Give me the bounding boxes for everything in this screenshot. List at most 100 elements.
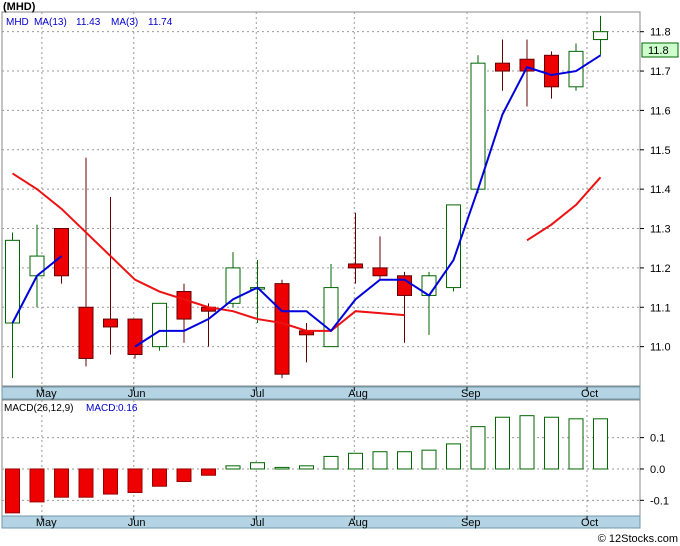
macd-bar-positive — [593, 418, 608, 470]
macd-x-tick-label: Jun — [128, 517, 146, 529]
legend-ma13-label: MA(13) — [34, 17, 67, 28]
macd-bar-positive — [250, 462, 265, 470]
candle — [29, 224, 45, 308]
price-y-tick-label: 11.2 — [650, 263, 671, 275]
price-y-tick-label: 11.5 — [650, 145, 671, 157]
macd-bar-negative — [78, 468, 94, 498]
candle — [78, 157, 94, 367]
last-price-badge-box — [641, 42, 679, 58]
candle — [274, 279, 290, 379]
macd-bar-positive — [519, 415, 535, 470]
candle-body-down — [348, 263, 363, 269]
candle — [127, 318, 143, 359]
candle-body-up — [225, 267, 241, 304]
macd-y-tick-label: -0.1 — [650, 495, 669, 507]
macd-bar-negative — [103, 468, 118, 495]
ma3-line — [11, 255, 63, 324]
macd-bar-positive — [225, 465, 241, 470]
candle-body-down — [274, 283, 290, 375]
candle — [446, 204, 461, 292]
price-y-tick-label: 11.3 — [650, 224, 671, 236]
macd-bar-positive — [421, 449, 437, 470]
last-price-badge: 11.8 — [641, 42, 679, 58]
macd-bar-positive — [470, 426, 486, 470]
macd-x-tick-label: Jul — [250, 517, 264, 529]
candle — [568, 43, 584, 91]
legend-symbol: MHD — [6, 17, 29, 28]
price-x-tick-label: Jul — [250, 388, 264, 400]
price-x-tick-label: Aug — [348, 388, 368, 400]
macd-x-axis: May Jun Jul Aug Sep Oct — [36, 516, 598, 529]
moving-average-lines — [11, 54, 602, 348]
macd-bar-positive — [568, 418, 584, 470]
candle — [152, 302, 167, 351]
macd-bar-positive — [495, 416, 510, 470]
candle-body-up — [568, 50, 584, 88]
macd-bar-positive — [397, 451, 412, 470]
macd-bar-negative — [29, 468, 45, 503]
candle — [593, 15, 608, 56]
price-y-tick-label: 11.0 — [650, 342, 671, 354]
legend-ma3-label: MA(3) — [111, 17, 138, 28]
macd-y-tick-label: 0.1 — [650, 433, 665, 445]
macd-value-label: MACD: — [86, 403, 118, 414]
macd-bar-negative — [127, 468, 143, 493]
macd-histogram — [5, 415, 608, 514]
price-y-tick-label: 11.1 — [650, 302, 671, 314]
candle-body-down — [176, 291, 192, 320]
candle — [103, 197, 118, 355]
ma13-line — [526, 176, 602, 242]
candle-body-down — [103, 318, 118, 328]
macd-x-axis-band — [1, 515, 641, 529]
candle — [495, 39, 510, 91]
candle-body-down — [495, 62, 510, 72]
candle-body-down — [54, 228, 69, 277]
candle-body-up — [152, 302, 167, 348]
legend-ma3-value: 11.74 — [148, 17, 173, 28]
candle-body-down — [78, 306, 94, 359]
macd-panel: 0.1 0.0 -0.1 MACD(26,12,9) MACD: 0.16 — [1, 399, 669, 517]
ma13-line — [11, 172, 405, 332]
macd-bar-positive — [274, 466, 290, 470]
price-x-tick-label: Jun — [128, 388, 146, 400]
candle — [225, 252, 241, 308]
price-x-tick-label: May — [36, 388, 57, 400]
price-y-tick-label: 11.7 — [650, 66, 671, 78]
candle-body-down — [544, 54, 559, 88]
macd-bar-positive — [348, 452, 363, 470]
candle-body-down — [372, 267, 388, 277]
macd-bar-positive — [299, 465, 314, 470]
candle-body-up — [593, 31, 608, 41]
legend-ma13-value: 11.43 — [76, 17, 101, 28]
macd-bar-negative — [5, 468, 20, 514]
candle-body-down — [519, 58, 535, 72]
price-y-axis: 11.0 11.1 11.2 11.3 11.4 11.5 11.6 11.7 11.8 — [640, 27, 671, 354]
chart-title: (MHD) — [3, 1, 36, 13]
candle-body-up — [5, 239, 20, 324]
macd-bar-negative — [176, 468, 192, 483]
macd-bar-negative — [201, 468, 216, 476]
candle — [519, 39, 535, 107]
macd-bar-negative — [54, 468, 69, 498]
price-legend: MHD MA(13) 11.43 MA(3) 11.74 — [6, 17, 173, 28]
macd-x-tick-label: Oct — [581, 517, 598, 529]
price-x-tick-label: Oct — [581, 388, 598, 400]
macd-x-tick-label: Aug — [348, 517, 368, 529]
macd-title: MACD(26,12,9) — [4, 403, 73, 414]
macd-y-axis: 0.1 0.0 -0.1 — [640, 433, 669, 507]
price-x-tick-label: Sep — [461, 388, 481, 400]
macd-x-tick-label: May — [36, 517, 57, 529]
price-panel: 11.0 11.1 11.2 11.3 11.4 11.5 11.6 11.7 11.8 (MH… — [1, 1, 679, 387]
macd-bar-negative — [152, 468, 167, 487]
price-y-tick-label: 11.6 — [650, 105, 671, 117]
candle-body-up — [446, 204, 461, 289]
macd-bar-positive — [544, 416, 559, 470]
ma3-line — [134, 54, 602, 348]
candle — [470, 55, 486, 194]
macd-bar-positive — [372, 451, 388, 470]
macd-bar-positive — [446, 443, 461, 470]
last-price-badge-text: 11.8 — [648, 45, 669, 57]
candle-body-down — [127, 318, 143, 356]
macd-x-tick-label: Sep — [461, 517, 481, 529]
candle-body-up — [323, 287, 339, 348]
